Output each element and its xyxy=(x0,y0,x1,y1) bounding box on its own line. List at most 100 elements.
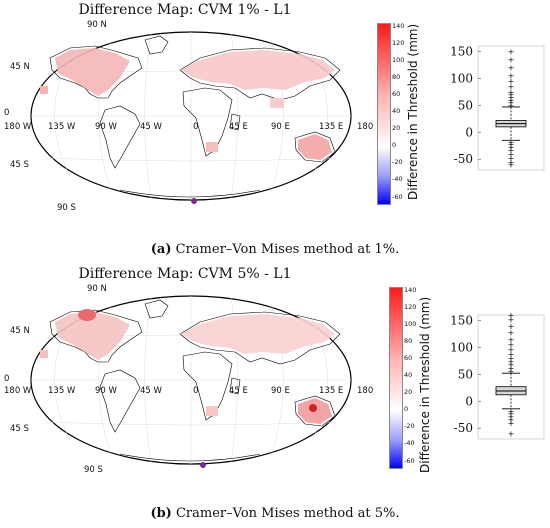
lon-label-45w: 45 W xyxy=(140,386,162,396)
outlier-marker: + xyxy=(508,335,515,344)
colorbar-tick: 20 xyxy=(392,124,401,132)
outlier-marker: + xyxy=(508,430,515,439)
colorbar-label: Difference in Threshold (mm) xyxy=(418,296,432,473)
lat-label-90s: 90 S xyxy=(84,465,103,475)
lat-label-0: 0 xyxy=(4,108,10,118)
outlier-marker: + xyxy=(508,55,515,64)
lat-label-0: 0 xyxy=(4,374,10,384)
colorbar-tick: 20 xyxy=(404,388,413,396)
lat-label-90s: 90 S xyxy=(57,203,76,213)
outlier-marker: + xyxy=(508,88,515,97)
lon-label-135e: 135 E xyxy=(319,122,344,132)
outlier-marker: + xyxy=(508,328,515,337)
colorbar-tick: 120 xyxy=(404,303,417,311)
lat-label-45n: 45 N xyxy=(10,326,30,336)
outlier-marker: + xyxy=(508,64,515,73)
lon-label-135w: 135 W xyxy=(48,386,76,396)
y-tick-label: 100 xyxy=(450,340,473,354)
outlier-marker: + xyxy=(508,361,515,370)
outlier-marker: + xyxy=(508,99,515,108)
outlier-marker: + xyxy=(508,146,515,155)
lon-label-180: 180 xyxy=(357,122,374,132)
lat-label-90n: 90 N xyxy=(87,20,107,30)
outlier-marker: + xyxy=(508,72,515,81)
lon-label-180w: 180 W xyxy=(4,386,32,396)
outlier-marker: + xyxy=(508,154,515,163)
colorbar-tick: 0 xyxy=(392,141,397,149)
world-map xyxy=(30,31,352,204)
coastlines xyxy=(49,299,341,462)
data-overlay xyxy=(40,48,335,204)
outlier-marker: + xyxy=(508,322,515,331)
figure-panel-b: Difference Map: CVM 5% - L1 xyxy=(0,265,550,528)
lon-label-135e: 135 E xyxy=(319,386,344,396)
lon-label-180: 180 xyxy=(357,386,374,396)
colorbar-tick: 40 xyxy=(404,371,413,379)
outlier-marker: + xyxy=(508,77,515,86)
y-tick-label: 150 xyxy=(450,44,473,58)
lon-label-45e: 45 E xyxy=(229,122,248,132)
outlier-marker: + xyxy=(508,410,515,419)
outlier-marker: + xyxy=(508,161,515,170)
lon-label-45w: 45 W xyxy=(140,122,162,132)
map-title: Difference Map: CVM 1% - L1 xyxy=(78,2,292,18)
lon-label-90e: 90 E xyxy=(271,386,290,396)
lon-label-90w: 90 W xyxy=(95,386,117,396)
y-tick-label: 150 xyxy=(450,313,473,327)
caption-text: Cramer–Von Mises method at 5%. xyxy=(171,506,400,521)
outlier-marker: + xyxy=(508,311,515,320)
outlier-marker: + xyxy=(508,357,515,366)
colorbar-tick: 140 xyxy=(392,22,405,30)
outlier-marker: + xyxy=(508,315,515,324)
outlier-marker: + xyxy=(508,354,515,363)
lon-label-180w: 180 W xyxy=(4,122,32,132)
colorbar-tick: 60 xyxy=(404,354,413,362)
y-tick-label: 0 xyxy=(465,394,473,408)
y-tick-label: 100 xyxy=(450,71,473,85)
colorbar-tick: -60 xyxy=(392,193,403,201)
y-tick-label: 0 xyxy=(465,125,473,139)
lon-label-0: 0 xyxy=(193,386,199,396)
figure-caption: (a) Cramer–Von Mises method at 1%. xyxy=(0,242,550,257)
outlier-marker: + xyxy=(508,91,515,100)
caption-label: (b) xyxy=(150,506,172,521)
lat-label-45s: 45 S xyxy=(10,160,29,170)
lat-label-45s: 45 S xyxy=(10,424,29,434)
outlier-marker: + xyxy=(508,138,515,147)
caption-label: (a) xyxy=(150,242,172,257)
lat-label-45n: 45 N xyxy=(10,62,30,72)
y-tick-label: -50 xyxy=(454,421,473,435)
colorbar xyxy=(389,287,403,469)
outlier-marker: + xyxy=(508,150,515,159)
outlier-marker: + xyxy=(508,364,515,373)
outlier-marker: + xyxy=(508,101,515,110)
data-overlay xyxy=(40,309,335,468)
outlier-marker: + xyxy=(508,419,515,428)
colorbar-tick: 140 xyxy=(404,286,417,294)
outlier-marker: + xyxy=(508,82,515,91)
colorbar-tick: 0 xyxy=(404,405,409,413)
outlier-marker: + xyxy=(508,158,515,167)
y-tick-label: 50 xyxy=(458,98,473,112)
outlier-marker: + xyxy=(508,47,515,56)
lon-label-90e: 90 E xyxy=(271,122,290,132)
y-tick-label: -50 xyxy=(454,152,473,166)
map-title: Difference Map: CVM 5% - L1 xyxy=(78,266,292,282)
coastlines xyxy=(49,35,341,198)
plot-frame xyxy=(477,314,545,440)
colorbar-tick: -40 xyxy=(392,175,403,183)
lon-label-90w: 90 W xyxy=(95,122,117,132)
colorbar-tick: 60 xyxy=(392,90,401,98)
y-tick-label: 50 xyxy=(458,367,473,381)
lon-label-135w: 135 W xyxy=(48,122,76,132)
outlier-marker: + xyxy=(508,143,515,152)
outlier-marker: + xyxy=(508,346,515,355)
colorbar xyxy=(377,23,391,205)
plot-frame xyxy=(477,45,545,171)
colorbar-tick: -20 xyxy=(404,422,415,430)
figure-caption: (b) Cramer–Von Mises method at 5%. xyxy=(0,506,550,521)
colorbar-tick: -40 xyxy=(404,439,415,447)
outlier-marker: + xyxy=(508,341,515,350)
